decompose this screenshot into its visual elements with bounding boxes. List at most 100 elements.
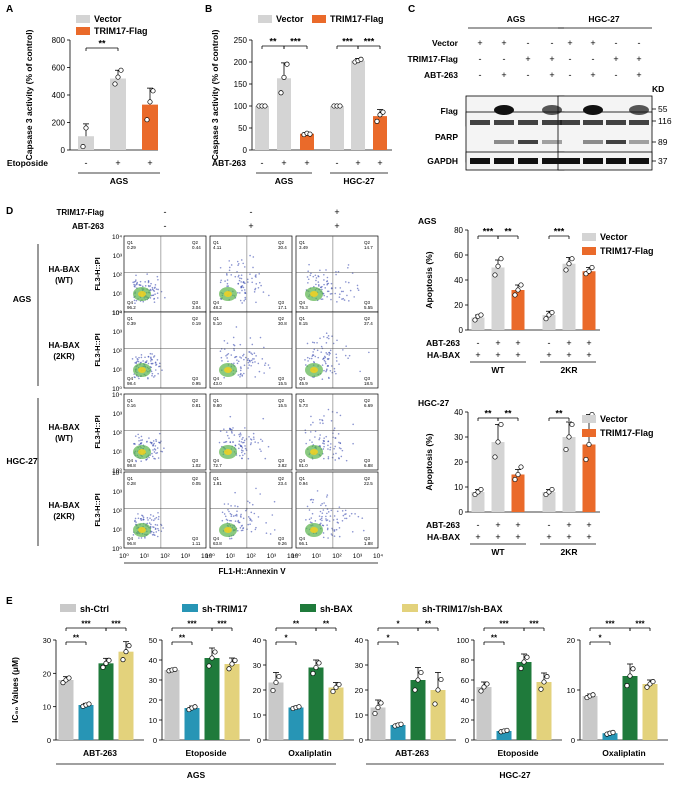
flow-dot	[240, 529, 243, 532]
flow-dot	[155, 440, 158, 442]
legend-label: Vector	[600, 414, 628, 424]
y-tick-label: 60	[454, 251, 463, 260]
data-point	[498, 256, 504, 262]
blot-sign: -	[569, 54, 572, 64]
data-point	[398, 721, 404, 727]
treatment-sign: -	[261, 158, 264, 168]
flow-dot	[150, 523, 152, 526]
flow-dot	[229, 519, 231, 522]
quad-value: 9.26	[278, 541, 287, 546]
flow-dot	[342, 290, 344, 293]
flow-dot	[164, 296, 166, 299]
flow-dot	[227, 352, 230, 355]
flow-dot	[344, 517, 346, 520]
flow-dot	[155, 364, 157, 366]
flow-dot	[142, 519, 144, 521]
bar	[410, 680, 426, 740]
flow-header-sign: -	[164, 221, 167, 231]
flow-dot	[228, 260, 231, 262]
flow-dot	[153, 519, 155, 522]
data-point	[610, 729, 616, 736]
flow-dot	[241, 289, 243, 292]
quad-value: 22.5	[364, 481, 373, 486]
flow-dot	[152, 440, 155, 442]
flow-dot	[323, 502, 325, 504]
blot-sign: -	[527, 38, 530, 48]
treatment-sign: -	[336, 158, 339, 168]
flow-dot	[310, 357, 313, 360]
data-point	[106, 657, 112, 663]
flow-dot	[320, 345, 323, 348]
blot-sign: +	[549, 54, 554, 64]
panel-d-hgc-chart: 0 10 20 30 40 Apoptosis (%) HGC-27 Vector TRIM17…	[418, 398, 654, 557]
flow-dot	[331, 527, 333, 530]
y-tick-label: 400	[52, 91, 66, 100]
flow-dot	[241, 438, 243, 440]
flow-dot	[260, 450, 262, 452]
flow-dot	[154, 374, 156, 377]
flow-dot	[148, 456, 150, 459]
flow-dot	[328, 377, 330, 380]
flow-dot	[309, 274, 312, 277]
flow-dot	[308, 357, 311, 360]
flow-dot	[323, 294, 325, 297]
flow-dot	[156, 535, 159, 538]
flow-dot	[239, 527, 242, 529]
quad-name: Q2	[278, 476, 285, 481]
sig-label: ***	[111, 620, 121, 629]
flow-dot	[238, 435, 241, 438]
data-point	[492, 272, 498, 278]
flow-dot	[264, 457, 267, 460]
flow-dot	[219, 430, 222, 432]
data-point	[380, 109, 386, 115]
flow-dot	[327, 365, 330, 367]
legend-label: TRIM17-Flag	[600, 428, 654, 438]
flow-dot	[320, 522, 322, 525]
blot-sign: -	[503, 54, 506, 64]
sig-label: **	[269, 37, 277, 47]
flow-dot	[333, 515, 336, 517]
data-point	[524, 654, 530, 660]
treatment-sign: +	[495, 350, 500, 360]
flow-density	[138, 291, 146, 297]
flow-dot	[254, 287, 257, 290]
flow-dot	[246, 278, 249, 281]
flow-dot	[335, 271, 337, 273]
flow-dot	[234, 444, 237, 447]
flow-dot	[342, 349, 344, 351]
flow-x-tick: 10²	[160, 553, 170, 560]
flow-dot	[321, 519, 323, 522]
flow-dot	[146, 517, 149, 519]
y-tick-label: 0	[47, 736, 51, 745]
quad-value: 0.44	[192, 245, 201, 250]
flow-dot	[148, 522, 151, 524]
y-tick-label: 100	[456, 636, 469, 645]
bar	[351, 60, 365, 150]
flow-dot	[144, 356, 146, 359]
flow-dot	[335, 372, 337, 375]
flow-dot	[322, 442, 324, 444]
quad-value: 30.4	[278, 245, 287, 250]
data-point	[650, 679, 656, 685]
data-point	[262, 103, 268, 109]
flow-dot	[136, 281, 139, 284]
group-label: HGC-27	[343, 176, 374, 186]
flow-dot	[241, 457, 243, 460]
group-label: WT	[491, 547, 505, 557]
flow-dot	[306, 342, 309, 345]
flow-dot	[314, 430, 317, 433]
panel-c-blot: C AGS HGC-27 Vector + + - - + + - - TRIM17-Flag - - + + -…	[407, 4, 672, 171]
y-tick-label: 30	[454, 433, 463, 442]
flow-dot	[133, 285, 136, 288]
flow-y-tick: 10³	[113, 411, 123, 418]
bar	[602, 733, 618, 740]
flow-dot	[250, 352, 252, 354]
flow-dot	[243, 452, 246, 455]
group-label: WT	[491, 365, 505, 375]
flow-dot	[325, 518, 327, 520]
flow-dot	[220, 279, 222, 282]
bar	[277, 78, 291, 150]
flow-dot	[219, 266, 222, 269]
flow-dot	[151, 372, 154, 375]
